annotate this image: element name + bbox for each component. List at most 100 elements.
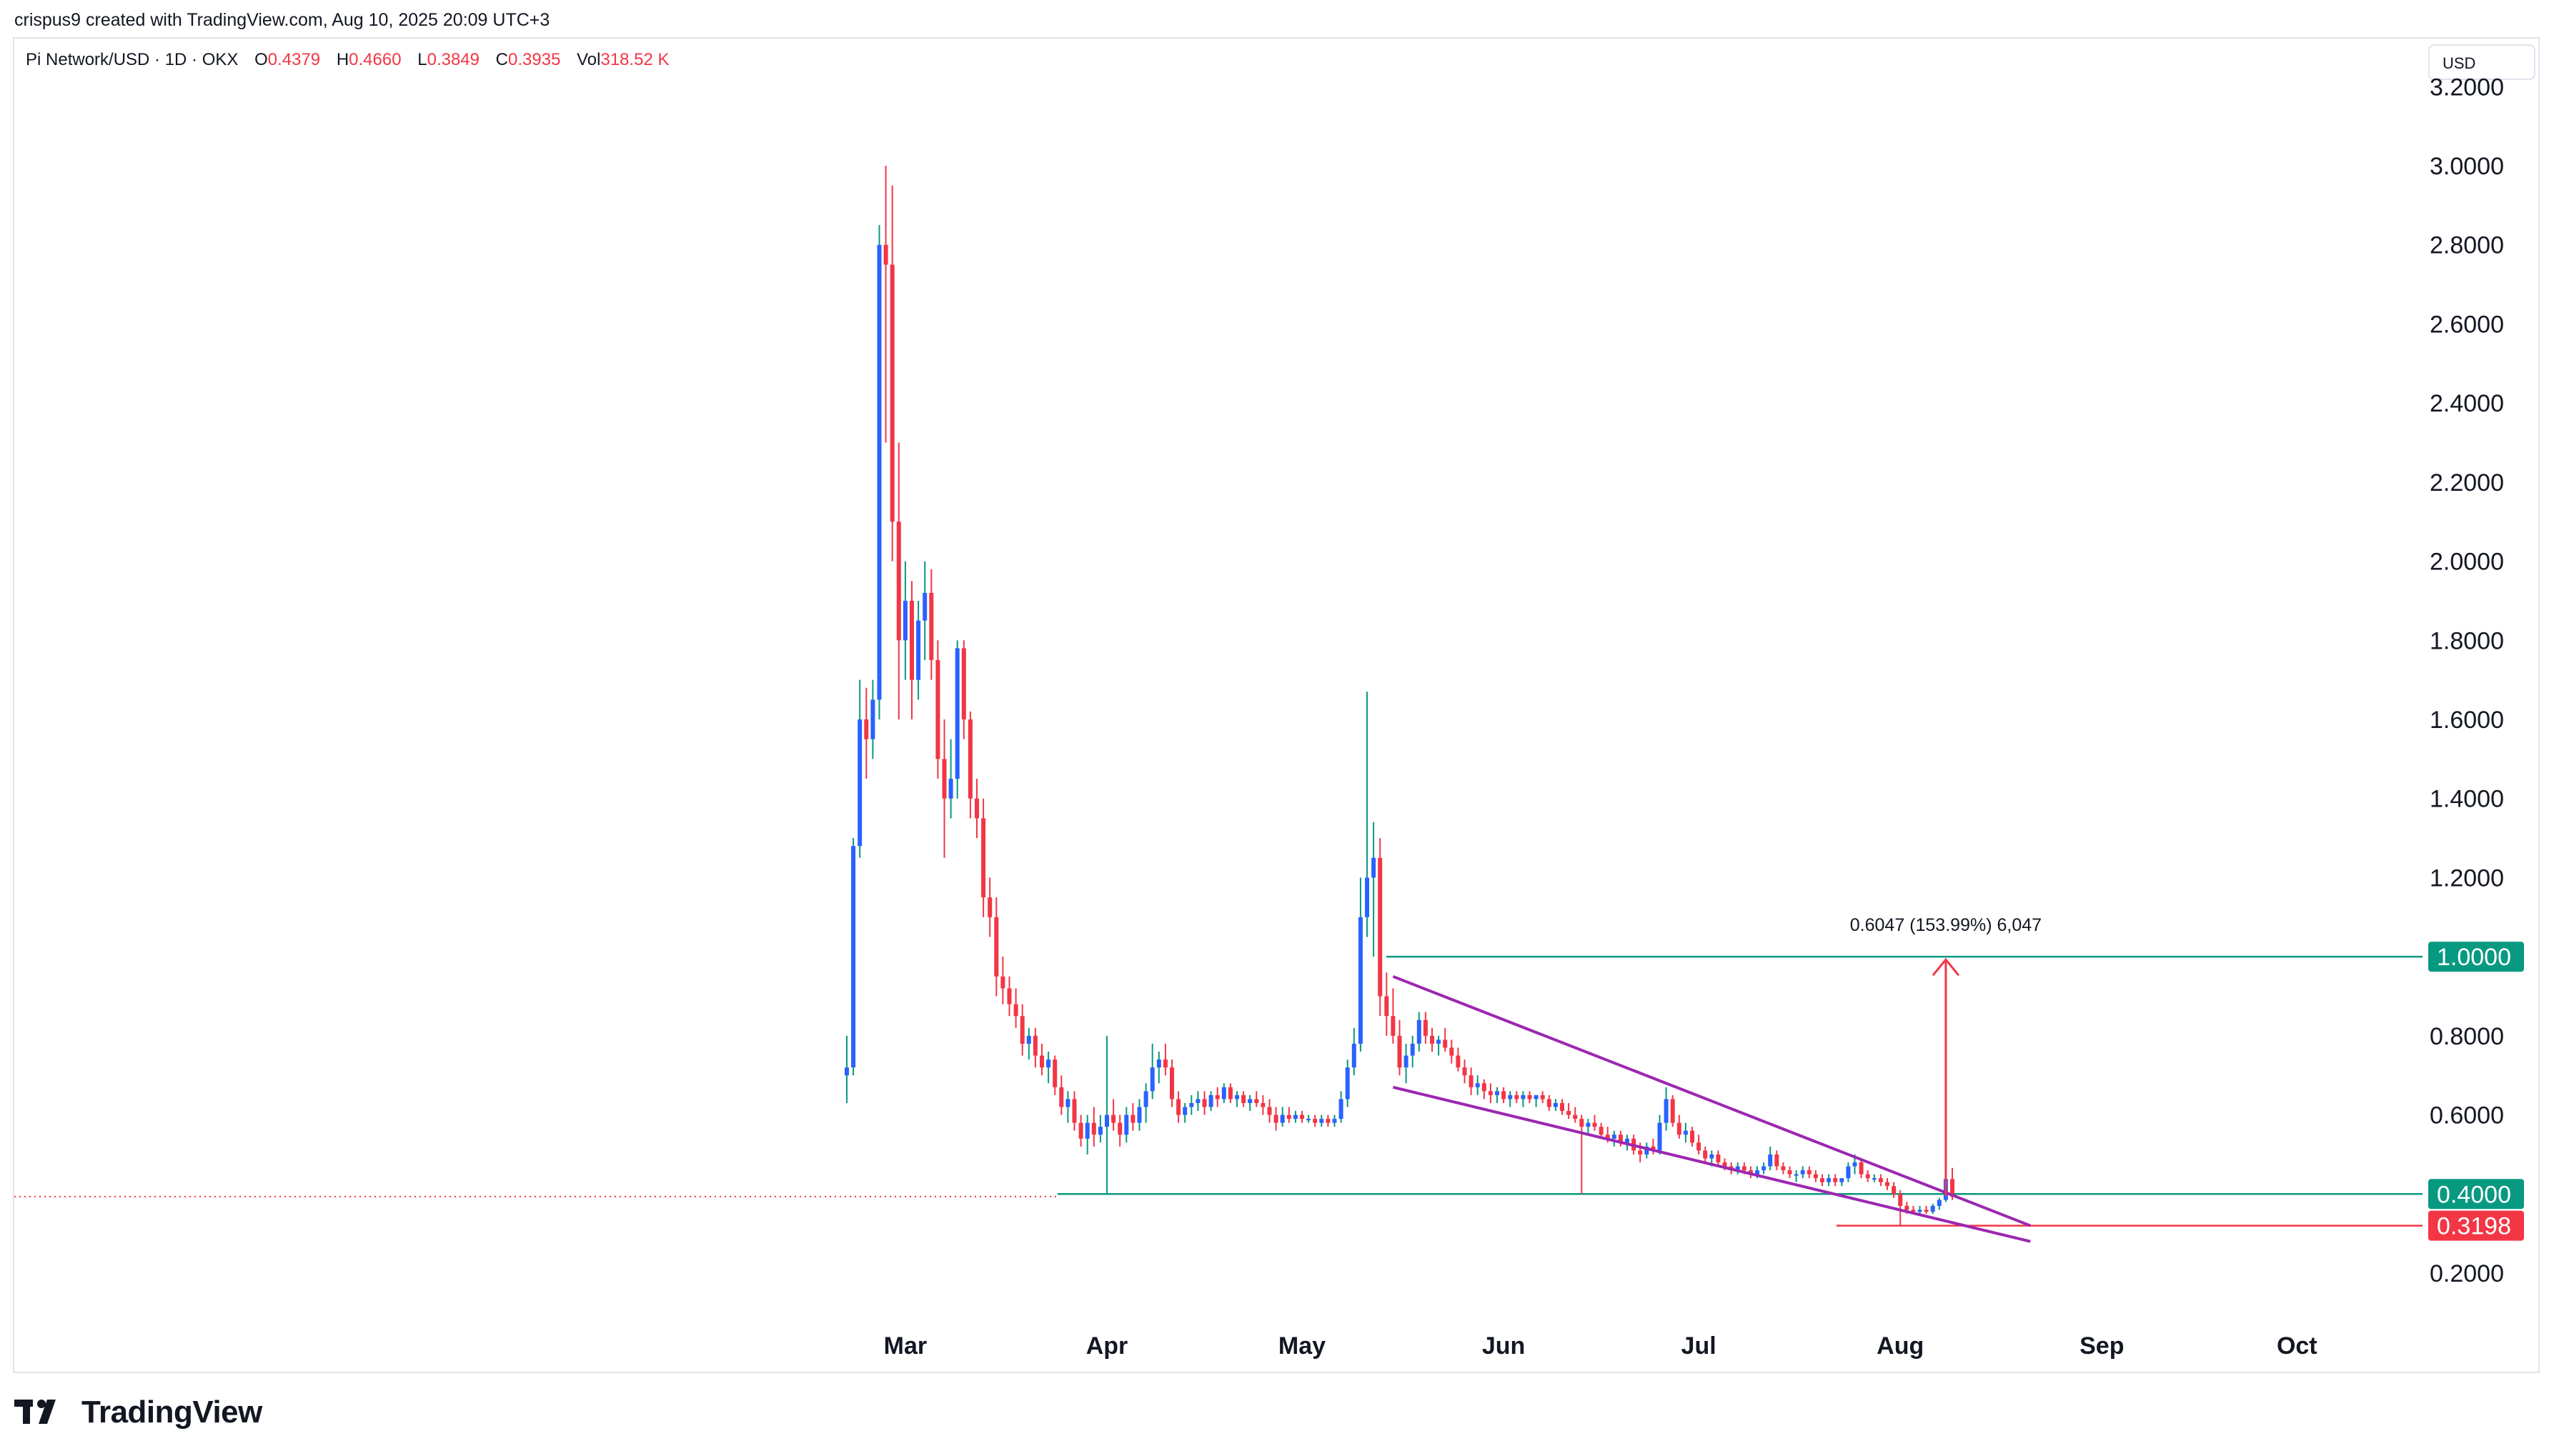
y-axis-tick-label: 1.8000: [2430, 627, 2504, 654]
candle-body: [1378, 857, 1383, 997]
candle-body: [1534, 1095, 1539, 1100]
candle-body: [1827, 1178, 1832, 1182]
candle-body: [1748, 1170, 1753, 1175]
candle-body: [1462, 1067, 1467, 1076]
candle-body: [1293, 1115, 1298, 1120]
candle-body: [1768, 1154, 1773, 1167]
candle-body: [1683, 1130, 1688, 1135]
candle-body: [1221, 1087, 1226, 1100]
candle-body: [1846, 1166, 1851, 1179]
candle-body: [1403, 1055, 1408, 1068]
candle-body: [1065, 1099, 1070, 1107]
candle-body: [1904, 1205, 1909, 1210]
tradingview-logo[interactable]: TradingView: [14, 1395, 262, 1430]
candle-body: [1430, 1035, 1434, 1044]
candle-body: [1644, 1146, 1649, 1155]
x-axis-tick-label: Apr: [1086, 1332, 1128, 1360]
candle-body: [1150, 1067, 1155, 1092]
candle-body: [1443, 1039, 1448, 1048]
candle-body: [1228, 1087, 1233, 1100]
symbol-name[interactable]: Pi Network/USD · 1D · OKX: [26, 50, 239, 69]
price-tag-label: 0.4000: [2437, 1181, 2511, 1208]
low-label: L: [417, 50, 427, 69]
candle-body: [1892, 1186, 1897, 1195]
candle-body: [1508, 1095, 1513, 1100]
candle-body: [1924, 1210, 1929, 1212]
price-tag: [2428, 1210, 2524, 1241]
candle-body: [1118, 1122, 1123, 1135]
candle-body: [1611, 1135, 1616, 1139]
y-axis-tick-label: 0.6000: [2430, 1102, 2504, 1130]
y-axis-tick-label: 1.2000: [2430, 864, 2504, 892]
candle-body: [1365, 877, 1369, 917]
candle-body: [1072, 1099, 1077, 1123]
y-axis-tick-label: 3.2000: [2430, 74, 2504, 101]
candle-body: [1261, 1102, 1266, 1107]
currency-selector[interactable]: USD: [2428, 44, 2535, 80]
candle-body: [1202, 1099, 1207, 1107]
open-value: 0.4379: [267, 50, 321, 69]
candle-body: [1176, 1099, 1181, 1115]
candle-body: [1040, 1055, 1044, 1068]
measure-label: 0.6047 (153.99%) 6,047: [1850, 915, 2042, 935]
candle-body: [1189, 1102, 1194, 1107]
candle-body: [1013, 1004, 1018, 1017]
candle-body: [1865, 1174, 1870, 1179]
candle-body: [1170, 1067, 1174, 1100]
x-axis-tick-label: Mar: [884, 1332, 927, 1360]
candle-body: [1397, 1035, 1402, 1068]
candle-body: [1436, 1039, 1441, 1044]
candle-body: [1215, 1095, 1220, 1100]
candle-body: [942, 759, 947, 799]
candle-body: [1716, 1154, 1721, 1162]
price-tag: [2428, 1179, 2524, 1210]
candle-body: [1481, 1083, 1486, 1092]
y-axis-tick-label: 0.8000: [2430, 1023, 2504, 1050]
candle-body: [1351, 1043, 1356, 1068]
candle-body: [1371, 857, 1376, 878]
close-label: C: [495, 50, 509, 69]
candle-body: [955, 648, 960, 779]
candle-body: [1254, 1099, 1259, 1103]
candle-body: [1755, 1170, 1759, 1175]
y-axis-tick-label: 1.6000: [2430, 707, 2504, 734]
measure-arrowhead: [1932, 957, 1960, 977]
candle-body: [870, 699, 875, 739]
candle-body: [1807, 1170, 1812, 1175]
candle-body: [1546, 1099, 1551, 1107]
candle-body: [1898, 1194, 1903, 1206]
candle-body: [1332, 1119, 1337, 1123]
candle-body: [1579, 1119, 1584, 1127]
candle-body: [1670, 1099, 1675, 1123]
candle-body: [1326, 1119, 1331, 1123]
candle-body: [1774, 1154, 1779, 1167]
y-axis-tick-label: 2.0000: [2430, 549, 2504, 576]
price-tag-label: 1.0000: [2437, 944, 2511, 971]
candle-body: [1488, 1091, 1493, 1095]
tradingview-logo-text: TradingView: [81, 1395, 262, 1430]
candle-body: [1638, 1150, 1643, 1155]
candle-body: [1098, 1127, 1103, 1135]
candle-body: [1306, 1119, 1311, 1121]
candle-body: [1741, 1166, 1746, 1171]
y-axis-tick-label: 0.2000: [2430, 1260, 2504, 1287]
candle-body: [1273, 1115, 1278, 1123]
candle-body: [1469, 1075, 1474, 1087]
high-value: 0.4660: [349, 50, 402, 69]
chart-frame: [13, 37, 2540, 1373]
candle-body: [1124, 1115, 1129, 1135]
candle-body: [1131, 1115, 1136, 1123]
candle-body: [961, 648, 966, 719]
candle-body: [1196, 1099, 1201, 1103]
candle-body: [910, 600, 914, 680]
candle-body: [916, 620, 921, 680]
price-tag: [2428, 942, 2524, 972]
candle-body: [1930, 1205, 1935, 1212]
candle-body: [1449, 1047, 1454, 1056]
candle-body: [1878, 1178, 1883, 1182]
candle-body: [1800, 1170, 1805, 1175]
close-value: 0.3935: [508, 50, 561, 69]
candle-body: [1937, 1200, 1942, 1206]
candle-body: [1208, 1095, 1213, 1107]
